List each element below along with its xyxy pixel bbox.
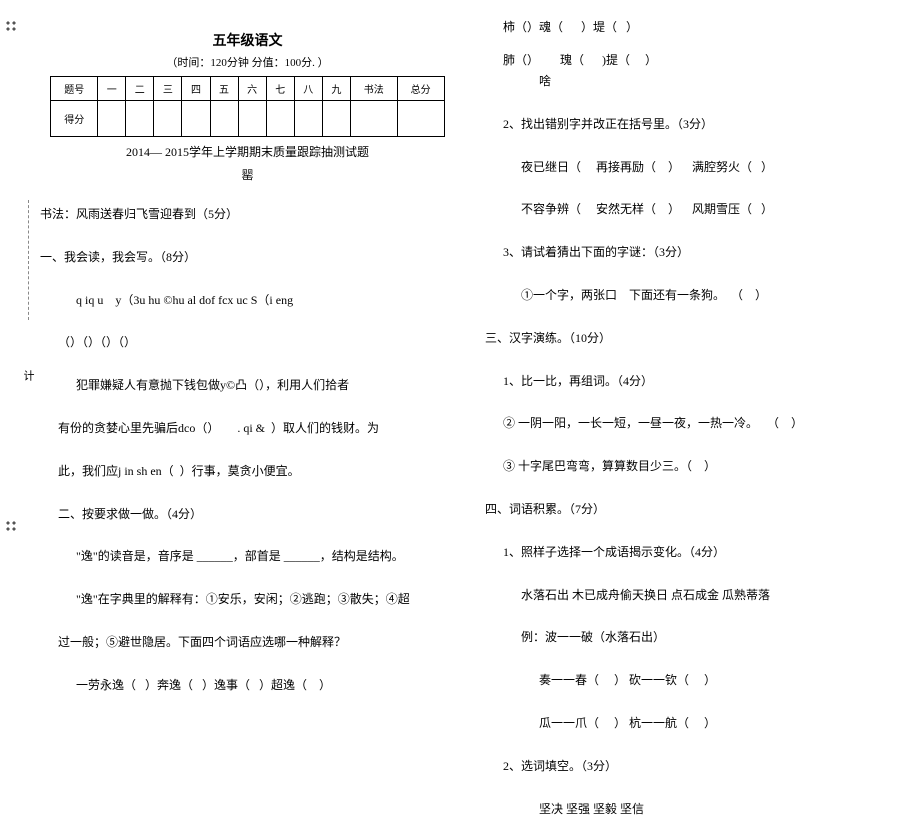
right-column: 柿（）魂（ ）堤（ ） 肺（） 瑰（ )提（ ） 啥 2、找出错别字并改正在括号… (485, 10, 900, 830)
exam-subtitle: （时间：120分钟 分值：100分. ） (40, 54, 455, 70)
s4-q1-l2: 例：波一一破（水落石出） (485, 626, 900, 649)
q3-title: 3、请试着猜出下面的字谜：（3分） (485, 241, 900, 264)
s3-q1-l2: ② 一阴一阳，一长一短，一昼一夜，一热一冷。 （ ） (485, 412, 900, 435)
section-2-title: 二、按要求做一做。（4分） (40, 503, 455, 526)
td-5 (210, 101, 238, 137)
para-1: 犯罪嫌疑人有意抛下钱包做y©凸（），利用人们拾者 (40, 374, 455, 397)
section-1-title: 一、我会读，我会写。（8分） (40, 246, 455, 269)
s3-q1: 1、比一比，再组词。（4分） (485, 370, 900, 393)
shufa-line: 书法：风雨送春归飞雪迎春到（5分） (40, 203, 455, 226)
sec2-line-4: 一劳永逸（ ）奔逸（ ）逸事（ ）超逸（ ） (40, 674, 455, 697)
page: 五年级语文 （时间：120分钟 分值：100分. ） 题号 一 二 三 四 五 … (0, 0, 920, 840)
s3-q1-l3: ③ 十字尾巴弯弯，算算数目少三。（ ） (485, 455, 900, 478)
char-fei-tail: ） 瑰（ )提（ ） (527, 53, 657, 67)
td-6 (238, 101, 266, 137)
char-shi: 柿（）魂（ ）堤（ ） (503, 18, 638, 35)
char-shi-text: 柿（ (503, 20, 527, 34)
q2-line-2: 不容争辨（ 安然无样（ ） 风期雪压（ ） (485, 198, 900, 221)
score-value-row: 得分 (51, 101, 444, 137)
td-shufa (350, 101, 397, 137)
th-total: 总分 (397, 77, 444, 101)
char-row-1: 柿（）魂（ ）堤（ ） (485, 18, 900, 35)
sec2-line-1: "逸"的读音是，音序是 ______，部首是 ______，结构是结构。 (40, 545, 455, 568)
margin-dots-top (5, 20, 20, 35)
td-2 (126, 101, 154, 137)
left-margin: 计 (0, 0, 30, 681)
header-symbol: 罂 (40, 166, 455, 183)
exam-title: 五年级语文 (40, 30, 455, 50)
year-line: 2014— 2015学年上学期期末质量跟踪抽测试题 (40, 143, 455, 160)
s4-q1-l4: 瓜一一爪（ ） 杭一一航（ ） (485, 712, 900, 735)
th-5: 五 (210, 77, 238, 101)
pinyin-line: q iq u y（3u hu ©hu al dof fcx uc S（i eng (40, 289, 455, 312)
sec2-line-2: "逸"在字典里的解释有：①安乐，安闲；②逃跑；③散失；④超 (40, 588, 455, 611)
s4-q1-l1: 水落石出 木已成舟偷天换日 点石成金 瓜熟蒂落 (485, 584, 900, 607)
section-4-title: 四、词语积累。（7分） (485, 498, 900, 521)
th-9: 九 (322, 77, 350, 101)
para-3: 此，我们应j in sh en（ ）行事，莫贪小便宜。 (40, 460, 455, 483)
td-7 (266, 101, 294, 137)
char-row-2: 肺（） 瑰（ )提（ ） (485, 51, 900, 68)
th-shufa: 书法 (350, 77, 397, 101)
para-2: 有份的贪婪心里先骗后dco（） . qi & ）取人们的钱财。为 (40, 417, 455, 440)
empty-brackets-line: （）（）（）（） (40, 331, 455, 354)
score-table: 题号 一 二 三 四 五 六 七 八 九 书法 总分 得分 (50, 76, 444, 137)
td-total (397, 101, 444, 137)
char-fei-text: 肺（ (503, 53, 527, 67)
td-label: 得分 (51, 101, 98, 137)
th-1: 一 (98, 77, 126, 101)
q2-line-1: 夜已继日（ 再接再励（ ） 满腔努火（ ） (485, 156, 900, 179)
mid-symbol: 啥 (485, 70, 900, 93)
section-3-title: 三、汉字演练。（10分） (485, 327, 900, 350)
char-fei: 肺（） 瑰（ )提（ ） (503, 51, 657, 68)
char-shi-tail: ）魂（ ）堤（ ） (527, 20, 638, 34)
score-header-row: 题号 一 二 三 四 五 六 七 八 九 书法 总分 (51, 77, 444, 101)
th-2: 二 (126, 77, 154, 101)
s4-q2-l1: 坚决 坚强 坚毅 坚信 (485, 798, 900, 821)
th-4: 四 (182, 77, 210, 101)
td-8 (294, 101, 322, 137)
td-1 (98, 101, 126, 137)
q3-line-1: ①一个字，两张口 下面还有一条狗。 （ ） (485, 284, 900, 307)
th-label: 题号 (51, 77, 98, 101)
td-3 (154, 101, 182, 137)
td-4 (182, 101, 210, 137)
margin-dashed-line (28, 200, 29, 320)
margin-vertical-char: 计 (20, 370, 36, 381)
s4-q2: 2、选词填空。（3分） (485, 755, 900, 778)
margin-dots-bottom (5, 520, 20, 535)
td-9 (322, 101, 350, 137)
th-8: 八 (294, 77, 322, 101)
q2-title: 2、找出错别字并改正在括号里。（3分） (485, 113, 900, 136)
th-3: 三 (154, 77, 182, 101)
s4-q1: 1、照样子选择一个成语揭示变化。（4分） (485, 541, 900, 564)
th-7: 七 (266, 77, 294, 101)
th-6: 六 (238, 77, 266, 101)
left-column: 五年级语文 （时间：120分钟 分值：100分. ） 题号 一 二 三 四 五 … (40, 10, 455, 830)
sec2-line-3: 过一般；⑤避世隐居。下面四个词语应选哪一种解释？ (40, 631, 455, 654)
